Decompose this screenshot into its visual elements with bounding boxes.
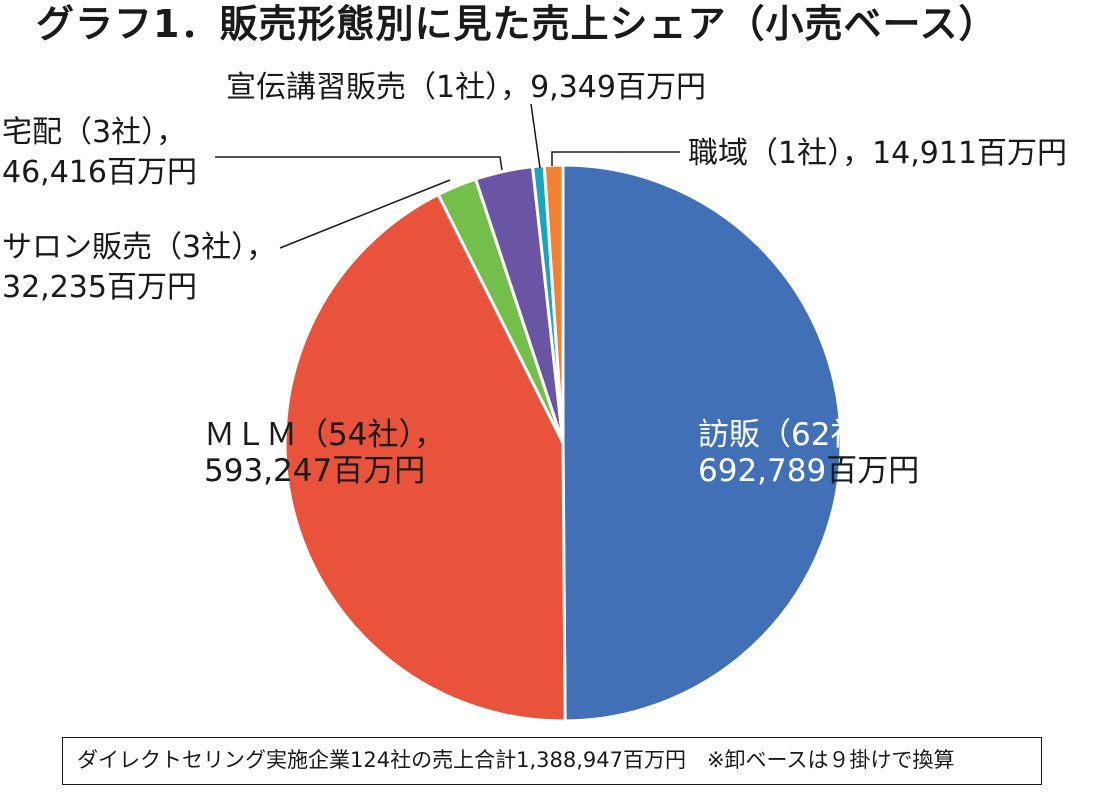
slice-label-2: サロン販売（3社）， 32,235百万円 (2, 230, 276, 305)
slice-label-line: 46,416百万円 (2, 155, 197, 190)
slice-label-5: 職域（1社），14,911百万円 (688, 136, 1067, 171)
leader-lines (215, 103, 680, 249)
leader-line-2 (279, 179, 451, 249)
slice-label-line: ＭＬＭ（54社）， (204, 417, 445, 453)
slice-label-line: 訪販（62社）， (698, 417, 908, 453)
chart-title: グラフ1．販売形態別に見た売上シェア（小売ベース） (36, 2, 998, 46)
slice-label-line: 593,247百万円 (204, 453, 425, 489)
leader-line-4 (530, 103, 541, 169)
slice-label-line: サロン販売（3社）， (2, 230, 276, 265)
slice-label-line: 宅配（3社）， (2, 115, 186, 150)
slice-label-unit: 百万円 (826, 453, 919, 489)
slice-label-number: 692,789 (698, 453, 826, 489)
pie-slice-0 (561, 163, 843, 723)
leader-line-5 (551, 151, 680, 166)
slice-label-unit: 百万円 (332, 453, 425, 489)
footnote-box: ダイレクトセリング実施企業124社の売上合計1,388,947百万円 ※卸ベース… (62, 737, 1042, 785)
slice-label-3: 宅配（3社）， 46,416百万円 (2, 115, 197, 190)
slice-label-line: 692,789百万円 (698, 453, 919, 489)
slice-label-1: ＭＬＭ（54社）， 593,247百万円 (204, 417, 445, 489)
slice-label-line: 宣伝講習販売（1社），9,349百万円 (226, 70, 706, 105)
slice-label-line: 職域（1社），14,911百万円 (688, 136, 1067, 171)
slice-label-number: 593,247 (204, 453, 332, 489)
pie-slices (283, 163, 843, 723)
pie-slice-1 (283, 193, 567, 723)
slice-label-4: 宣伝講習販売（1社），9,349百万円 (226, 70, 706, 105)
slice-label-line: 32,235百万円 (2, 270, 197, 305)
slice-label-0: 訪販（62社）， 692,789百万円 (698, 417, 919, 489)
leader-line-3 (215, 156, 503, 171)
pie-slice-5 (542, 163, 565, 445)
